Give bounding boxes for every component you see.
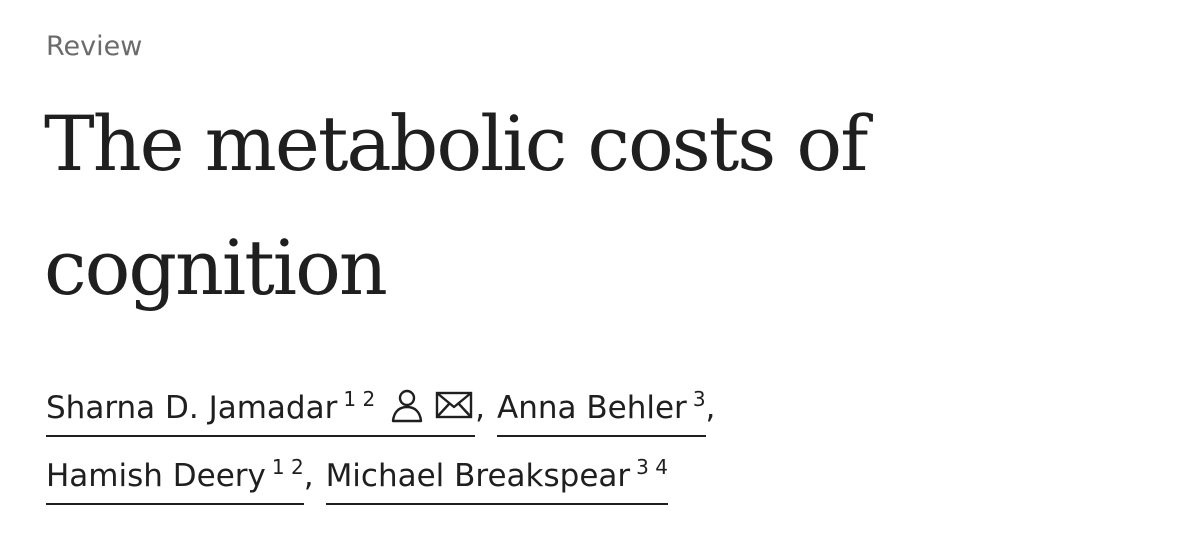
author-link-deery[interactable]: Hamish Deery 1 2 xyxy=(46,455,304,505)
author-name: Anna Behler xyxy=(497,390,687,426)
author-name: Sharna D. Jamadar xyxy=(46,390,338,426)
author-link-behler[interactable]: Anna Behler 3 xyxy=(497,387,706,437)
mail-icon xyxy=(435,390,473,420)
author-affiliations: 3 xyxy=(692,387,706,411)
author-line-1: Sharna D. Jamadar 1 2 , Anna Behler 3 , xyxy=(46,374,946,442)
author-link-jamadar[interactable]: Sharna D. Jamadar 1 2 xyxy=(46,387,476,437)
article-type-label: Review xyxy=(46,31,143,62)
person-icon xyxy=(389,387,425,423)
author-affiliations: 1 2 xyxy=(271,455,304,479)
author-separator: , xyxy=(303,458,314,494)
author-line-2: Hamish Deery 1 2 , Michael Breakspear 3 4 xyxy=(46,442,946,510)
author-list: Sharna D. Jamadar 1 2 , Anna Behler 3 , Ha… xyxy=(46,374,946,510)
author-link-breakspear[interactable]: Michael Breakspear 3 4 xyxy=(325,455,668,505)
author-separator: , xyxy=(475,390,486,426)
author-separator: , xyxy=(705,390,716,426)
author-affiliations: 1 2 xyxy=(343,387,376,411)
author-name: Hamish Deery xyxy=(46,458,266,494)
author-name: Michael Breakspear xyxy=(325,458,631,494)
author-affiliations: 3 4 xyxy=(636,455,668,479)
article-title: The metabolic costs of cognition xyxy=(44,99,868,312)
